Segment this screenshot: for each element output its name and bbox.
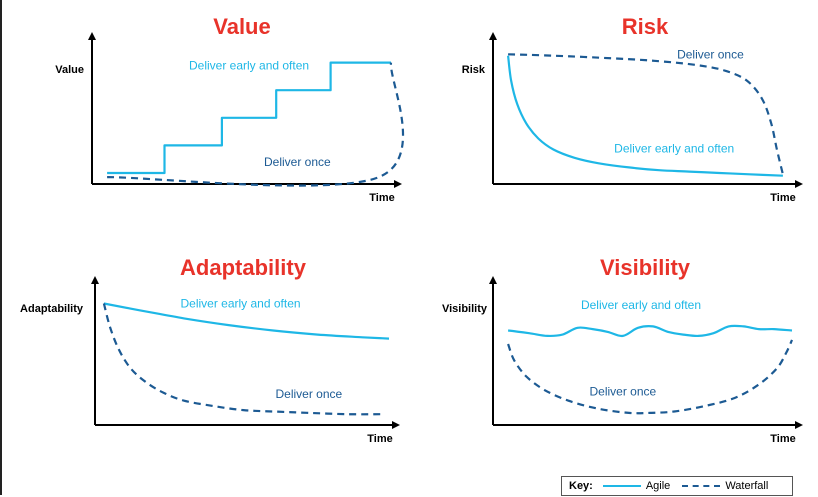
- risk-annotation-agile: Deliver early and often: [614, 141, 734, 155]
- adaptability-y-arrow: [91, 276, 99, 284]
- legend: Key: Agile Waterfall: [561, 476, 793, 496]
- adaptability-series-agile: [103, 302, 390, 340]
- adaptability-xlabel: Time: [367, 433, 392, 445]
- visibility-series-waterfall: [507, 339, 794, 415]
- visibility-annotation-waterfall: Deliver once: [590, 384, 657, 398]
- risk-x-arrow: [795, 180, 803, 188]
- adaptability-ylabel: Adaptability: [20, 303, 84, 315]
- risk-ylabel: Risk: [462, 64, 486, 76]
- value-y-arrow: [88, 32, 96, 40]
- visibility-y-arrow: [489, 276, 497, 284]
- visibility-ylabel: Visibility: [442, 303, 488, 315]
- value-series-agile: [107, 61, 391, 175]
- risk-xlabel: Time: [770, 192, 795, 204]
- adaptability-annotation-waterfall: Deliver once: [275, 387, 342, 401]
- legend-title: Key:: [569, 480, 593, 492]
- value-annotation-agile: Deliver early and often: [189, 58, 309, 72]
- legend-agile-label: Agile: [645, 480, 671, 492]
- risk-annotation-waterfall: Deliver once: [677, 47, 744, 61]
- adaptability-chart: Adaptability Adaptability Time Deliver earl…: [20, 255, 400, 445]
- value-xlabel: Time: [369, 192, 394, 204]
- value-annotation-waterfall: Deliver once: [264, 155, 331, 169]
- legend-waterfall-swatch: [682, 485, 721, 487]
- visibility-xlabel: Time: [770, 433, 795, 445]
- adaptability-annotation-agile: Deliver early and often: [180, 297, 300, 311]
- value-x-arrow: [394, 180, 402, 188]
- visibility-x-arrow: [795, 421, 803, 429]
- visibility-chart: Visibility Visibility Time Deliver early an…: [442, 255, 803, 445]
- visibility-series-agile: [507, 324, 793, 338]
- risk-series-agile: [507, 55, 783, 177]
- adaptability-title: Adaptability: [180, 255, 307, 280]
- risk-chart: Risk Risk Time Deliver once Deliver early an…: [462, 14, 803, 204]
- value-title: Value: [213, 14, 270, 39]
- adaptability-series-waterfall: [102, 303, 384, 416]
- value-ylabel: Value: [55, 64, 84, 76]
- legend-waterfall-label: Waterfall: [725, 480, 769, 492]
- value-series-waterfall: [107, 62, 405, 187]
- risk-title: Risk: [622, 14, 669, 39]
- adaptability-x-arrow: [392, 421, 400, 429]
- visibility-annotation-agile: Deliver early and often: [581, 298, 701, 312]
- risk-y-arrow: [489, 32, 497, 40]
- risk-series-waterfall: [508, 53, 784, 175]
- value-chart: Value Value Time Deliver early and often Del…: [55, 14, 405, 204]
- visibility-title: Visibility: [600, 255, 691, 280]
- legend-agile-swatch: [602, 485, 641, 487]
